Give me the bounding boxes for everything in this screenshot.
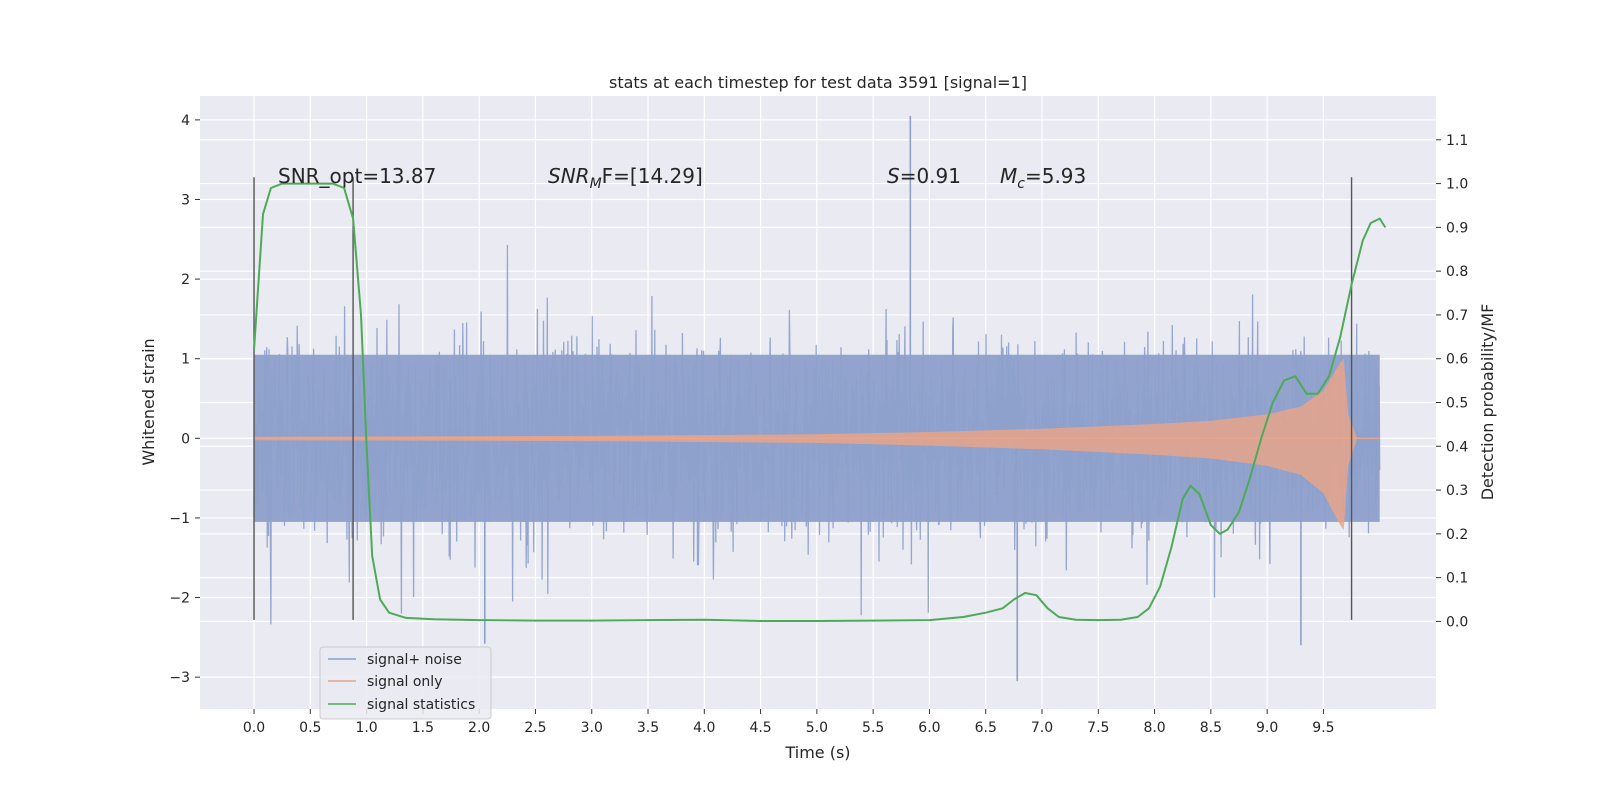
snr-mf-rest: F=[14.29] [602,164,703,188]
y-left-tick-label: 2 [181,272,190,288]
y-right-tick-label: 0.2 [1446,527,1468,543]
x-tick-label: 6.5 [975,720,997,736]
y-right-tick-label: 0.8 [1446,264,1468,280]
y-right-tick-label: 0.5 [1446,396,1468,412]
y-right-tick-label: 0.4 [1446,439,1468,455]
y-right-tick-label: 0.9 [1446,220,1468,236]
x-tick-label: 7.5 [1087,720,1109,736]
y-left-tick-label: −2 [169,591,190,607]
vertical-markers [253,177,1353,620]
snr-opt-annotation: SNR_opt=13.87 [278,164,436,188]
y-left-tick-label: 1 [181,352,190,368]
x-tick-label: 3.0 [581,720,603,736]
x-tick-label: 0.5 [299,720,321,736]
y-right-tick-label: 0.6 [1446,352,1468,368]
y-right-tick-label: 0.1 [1446,571,1468,587]
y-left-tick-label: −1 [169,511,190,527]
y-right-tick-label: 0.0 [1446,614,1468,630]
snr-mf-annotation: SNRMF=[14.29] [548,164,703,192]
x-tick-label: 8.0 [1143,720,1165,736]
x-tick-label: 5.5 [862,720,884,736]
y-right-tick-label: 0.7 [1446,308,1468,324]
y-left-tick-label: 0 [181,431,190,447]
s-val: =0.91 [900,164,961,188]
x-tick-label: 0.0 [243,720,265,736]
x-axis-label: Time (s) [784,743,850,762]
signal-statistics-line [253,182,1387,622]
y-left-axis-label: Whitened strain [139,338,158,465]
y-left-tick-label: −3 [169,670,190,686]
mc-val: =5.93 [1025,164,1086,188]
signal-only-series [254,358,1380,530]
legend-label-signal-noise: signal+ noise [367,652,462,668]
mc-var: M [1000,164,1017,188]
x-axis-ticks: 0.0 0.5 1.0 1.5 2.0 2.5 3.0 3.5 4.0 4.5 5.0 5.5 6.0 6… [243,709,1335,736]
x-tick-label: 4.5 [749,720,771,736]
x-tick-label: 5.0 [806,720,828,736]
snr-mf-base: SNR [548,164,590,188]
x-tick-label: 4.0 [693,720,715,736]
chart-title: stats at each timestep for test data 359… [609,73,1027,92]
mc-sub: c [1017,176,1025,192]
x-tick-label: 7.0 [1031,720,1053,736]
signal-statistics-series [253,182,1387,622]
s-var: S [887,164,900,188]
y-right-tick-label: 0.3 [1446,483,1468,499]
legend-label-signal-only: signal only [367,674,442,690]
x-tick-label: 9.5 [1312,720,1334,736]
x-tick-label: 9.0 [1256,720,1278,736]
y-left-axis-ticks: 4 3 2 1 0 −1 −2 −3 [169,113,200,686]
x-tick-label: 1.0 [355,720,377,736]
y-right-axis-ticks: 0.0 0.1 0.2 0.3 0.4 0.5 0.6 0.7 0.8 0.9 1.0 1.1 [1436,133,1468,630]
x-tick-label: 6.0 [918,720,940,736]
mc-annotation: Mc=5.93 [1000,164,1086,192]
y-right-axis-label: Detection probability/MF [1478,304,1497,501]
x-tick-label: 2.0 [468,720,490,736]
y-right-tick-label: 1.1 [1446,133,1468,149]
legend: signal+ noise signal only signal statist… [319,646,492,720]
signal-only-envelope [254,358,1358,530]
x-tick-label: 8.5 [1200,720,1222,736]
s-annotation: S=0.91 [887,164,961,188]
y-left-tick-label: 4 [181,113,190,129]
x-tick-label: 1.5 [412,720,434,736]
x-tick-label: 2.5 [524,720,546,736]
snr-mf-sub: M [590,176,602,192]
legend-box [319,646,492,720]
y-left-tick-label: 3 [181,192,190,208]
y-right-tick-label: 1.0 [1446,177,1468,193]
x-tick-label: 3.5 [637,720,659,736]
legend-label-signal-statistics: signal statistics [367,697,475,713]
